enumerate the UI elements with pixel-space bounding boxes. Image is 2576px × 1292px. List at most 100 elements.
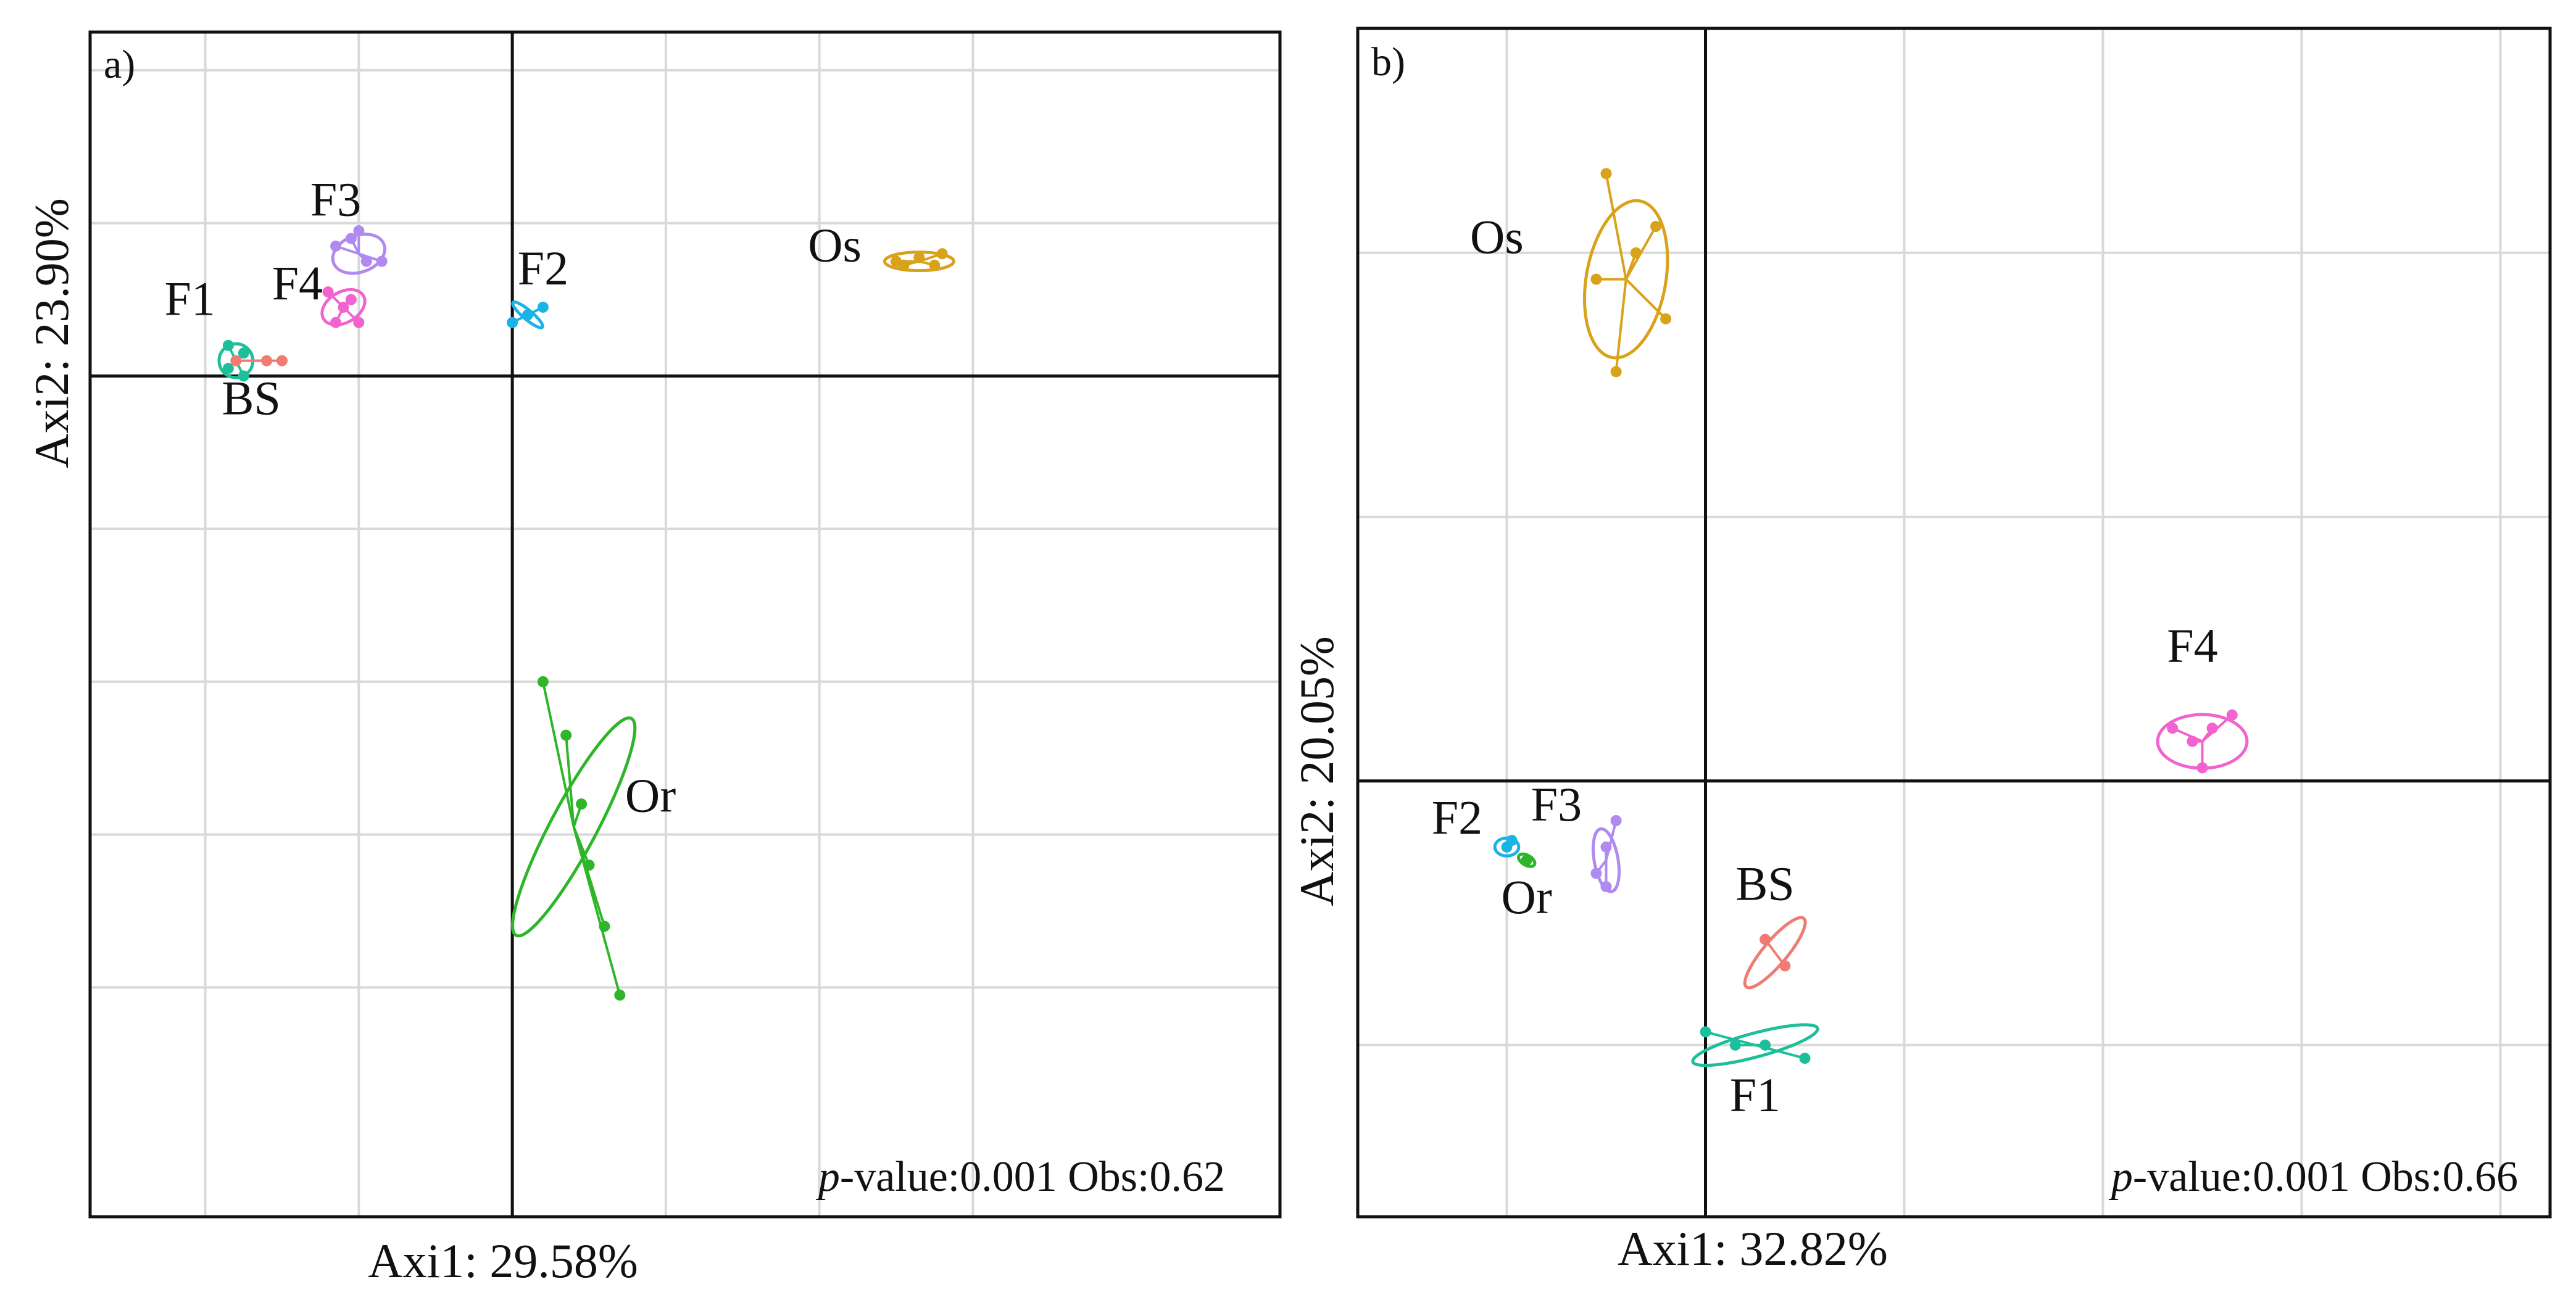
panel-a-group-bs: BS <box>222 355 288 424</box>
panel-b-f1-spoke-0 <box>1705 1030 1756 1046</box>
panel-a-f4-point-4 <box>345 294 357 305</box>
panel-b-os-spoke-0 <box>1605 173 1627 280</box>
panel-a-zero-axes <box>90 32 1280 1217</box>
panel-b-or-point-0 <box>1521 855 1532 866</box>
panel-a-or-spoke-1 <box>565 735 575 827</box>
panel-a-os-label: Os <box>808 218 862 272</box>
panel-a-pvalue-text: -value:0.001 Obs:0.62 <box>840 1153 1225 1201</box>
panel-a-group-os: Os <box>808 218 955 273</box>
panel-a-bs-label: BS <box>222 371 281 424</box>
panel-a-or-point-3 <box>583 859 595 871</box>
panel-b-pvalue-italic: p <box>2108 1153 2133 1201</box>
panel-a-or-ellipse <box>511 716 637 938</box>
panel-b-f2-label: F2 <box>1432 790 1482 844</box>
panel-a-pvalue-italic: p <box>815 1153 840 1201</box>
panel-a-tag: a) <box>104 42 135 87</box>
panel-a-f4-label: F4 <box>272 257 323 310</box>
panel-a-f3-point-0 <box>330 240 342 252</box>
panel-a-f3-point-2 <box>360 255 372 267</box>
panel-b-os-point-3 <box>1650 221 1661 232</box>
panel-b-f1-point-2 <box>1760 1039 1771 1051</box>
panel-b-bs-point-0 <box>1760 934 1771 945</box>
panel-b-f1-ellipse <box>1691 1023 1819 1067</box>
panel-a-gridlines <box>90 32 1280 1217</box>
panel-b-os-label: Os <box>1470 210 1524 263</box>
panel-a-os-point-2 <box>936 248 948 260</box>
panel-a-f4-point-2 <box>353 317 365 328</box>
panel-b-f3-point-0 <box>1600 841 1612 853</box>
panel-a-or-spoke-5 <box>572 826 621 996</box>
panel-a-group-f4: F4 <box>272 257 367 328</box>
panel-a-or-point-0 <box>537 676 549 687</box>
panel-b-f1-point-3 <box>1799 1053 1811 1064</box>
panel-a-f1-point-3 <box>238 370 249 382</box>
panel-a-x-axis-title: Axi1: 29.58% <box>368 1234 638 1288</box>
panel-a-os-point-3 <box>898 259 910 271</box>
panel-b-frame <box>1356 27 2552 1219</box>
panel-a-bs-point-0 <box>230 355 242 366</box>
panel-a-os-point-1 <box>913 252 925 263</box>
panel-b-group-or: Or <box>1502 852 1552 924</box>
panel-a-f4-ellipse <box>320 288 367 326</box>
panel-a-or-point-1 <box>560 729 572 741</box>
panel-a-group-f3: F3 <box>310 172 388 275</box>
panel-a-group-f2: F2 <box>507 241 568 329</box>
panel-a-or-point-5 <box>614 989 626 1001</box>
panel-b-os-point-1 <box>1660 313 1672 325</box>
panel-a-or-label: Or <box>625 768 676 822</box>
panel-b-f3-point-3 <box>1610 815 1622 826</box>
panel-a-f3-point-3 <box>376 255 388 267</box>
panel-a-f1-point-1 <box>238 347 249 359</box>
panel-a-f4-point-0 <box>322 286 334 298</box>
panel-b-f3-point-2 <box>1600 881 1612 892</box>
panel-a-f1-point-2 <box>222 339 234 351</box>
panel-a-f3-label: F3 <box>310 172 361 226</box>
panel-a-frame <box>88 30 1282 1219</box>
panel-a-os-point-4 <box>929 259 941 271</box>
panel-a-f2-label: F2 <box>518 241 568 295</box>
panel-a-annotation: p-value:0.001 Obs:0.62 <box>815 1153 1225 1201</box>
panel-b-f2-point-1 <box>1506 835 1518 847</box>
panel-a-f4-point-1 <box>338 301 349 313</box>
panel-b-zero-axes <box>1358 28 2550 1217</box>
panel-a-f4-point-3 <box>330 317 342 328</box>
panel-b-os-point-2 <box>1610 366 1622 378</box>
panel-a-y-axis-title: Axi2: 23.90% <box>25 198 78 468</box>
panel-a-f2-point-2 <box>537 301 549 313</box>
panel-b-f1-label: F1 <box>1730 1068 1780 1122</box>
panel-a-or-point-4 <box>599 921 610 932</box>
panel-b-groups: Os F4 F2 Or F3 BS F1 <box>1432 168 2249 1122</box>
panel-a-group-or: Or <box>511 676 676 1001</box>
panel-a-f1-point-0 <box>222 363 234 375</box>
panel-b-annotation: p-value:0.001 Obs:0.66 <box>2108 1153 2518 1201</box>
panel-b-f4-point-2 <box>2196 762 2208 774</box>
panel-b-gridlines <box>1358 28 2550 1217</box>
panel-b-pvalue-text: -value:0.001 Obs:0.66 <box>2133 1153 2518 1201</box>
panel-b-os-point-4 <box>1590 273 1602 285</box>
panel-b-or-label: Or <box>1502 870 1552 924</box>
panel-b-f4-point-4 <box>2206 723 2218 734</box>
panel-b-f4-label: F4 <box>2167 619 2217 673</box>
panel-a-f2-point-1 <box>522 309 534 321</box>
panel-a-or-spoke-0 <box>541 681 575 827</box>
panel-b-x-axis-title: Axi1: 32.82% <box>1618 1222 1888 1275</box>
panel-b-group-os: Os <box>1470 168 1672 378</box>
panel-b-tag: b) <box>1371 39 1405 85</box>
panel-a-or-point-2 <box>576 798 588 810</box>
panel-b-f3-ellipse <box>1591 827 1621 893</box>
panel-b-bs-point-1 <box>1779 960 1791 972</box>
panel-b-os-ellipse <box>1582 199 1669 360</box>
panel-a-f3-point-1 <box>345 233 357 244</box>
panel-b-group-f1: F1 <box>1691 1023 1819 1122</box>
panel-b-f1-point-1 <box>1729 1039 1741 1051</box>
panel-a-f3-point-4 <box>353 225 365 237</box>
panel-b-f4-point-1 <box>2226 709 2238 721</box>
panel-b-group-f2: F2 <box>1432 790 1521 858</box>
panel-a-f1-label: F1 <box>165 271 215 325</box>
panel-b-f4-point-0 <box>2167 723 2179 734</box>
panel-b-group-f3: F3 <box>1531 777 1622 893</box>
panel-b-f1-point-0 <box>1700 1026 1711 1038</box>
panel-b-plot: Os F4 F2 Or F3 BS F1 b) p-value:0.001 Obs:0.66… <box>1290 27 2552 1275</box>
panel-a-bs-point-2 <box>276 355 288 366</box>
